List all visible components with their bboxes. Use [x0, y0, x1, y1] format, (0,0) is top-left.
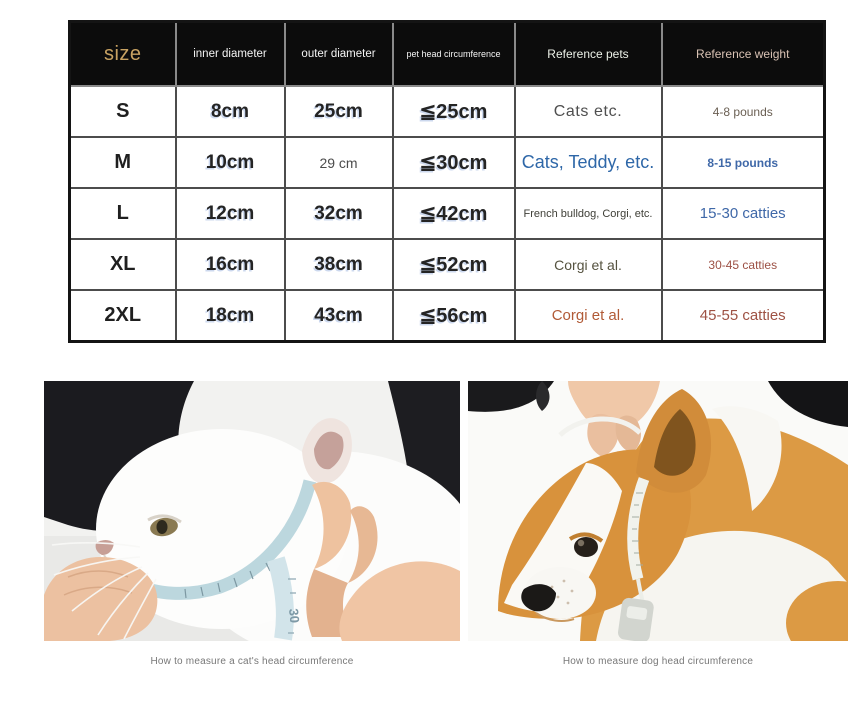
cell-inner: 12cm [174, 187, 286, 240]
table-row-l: L 12cm 32cm ≦42cm French bulldog, Corgi,… [68, 187, 826, 240]
person-hand [558, 381, 660, 457]
measuring-tape: 30 [129, 479, 317, 641]
cell-head: ≦25cm [391, 85, 516, 138]
person-clothing [468, 381, 848, 427]
hands [44, 481, 460, 641]
measuring-tape [617, 477, 654, 641]
cell-outer: 25cm [283, 85, 394, 138]
header-inner-diameter: inner diameter [174, 20, 286, 87]
cell-head: ≦30cm [391, 136, 516, 189]
cell-inner: 16cm [174, 238, 286, 291]
dog-measure-illustration [468, 381, 848, 641]
header-size: size [68, 20, 177, 87]
dog-measure-photo [468, 381, 848, 641]
cell-weight: 4-8 pounds [660, 85, 826, 138]
table-row-xl: XL 16cm 38cm ≦52cm Corgi et al. 30-45 ca… [68, 238, 826, 291]
cell-size: 2XL [68, 289, 177, 343]
cell-pets: Corgi et al. [513, 289, 663, 343]
header-reference-pets: Reference pets [513, 20, 663, 87]
table-row-s: S 8cm 25cm ≦25cm Cats etc. 4-8 pounds [68, 85, 826, 138]
cell-inner: 10cm [174, 136, 286, 189]
tape-number: 30 [286, 608, 302, 624]
cell-pets: French bulldog, Corgi, etc. [513, 187, 663, 240]
cell-outer: 29 cm [283, 136, 394, 189]
cell-inner: 8cm [174, 85, 286, 138]
cell-inner: 18cm [174, 289, 286, 343]
cell-outer: 38cm [283, 238, 394, 291]
table-row-m: M 10cm 29 cm ≦30cm Cats, Teddy, etc. 8-1… [68, 136, 826, 189]
whiskers [51, 542, 157, 640]
cell-size: M [68, 136, 177, 189]
cell-pets: Cats etc. [513, 85, 663, 138]
cat-measure-illustration: 30 [44, 381, 460, 641]
header-reference-weight: Reference weight [660, 20, 826, 87]
cell-pets: Corgi et al. [513, 238, 663, 291]
tape-case [617, 597, 654, 641]
cell-weight: 30-45 catties [660, 238, 826, 291]
cell-outer: 32cm [283, 187, 394, 240]
cell-size: XL [68, 238, 177, 291]
cell-size: L [68, 187, 177, 240]
cell-weight: 15-30 catties [660, 187, 826, 240]
header-head-circumference: pet head circumference [391, 20, 516, 87]
cat-measure-photo: 30 [44, 381, 460, 641]
cell-head: ≦56cm [391, 289, 516, 343]
cell-weight: 8-15 pounds [660, 136, 826, 189]
table-header-row: size inner diameter outer diameter pet h… [68, 20, 826, 87]
cell-outer: 43cm [283, 289, 394, 343]
size-chart-table: size inner diameter outer diameter pet h… [68, 20, 826, 343]
dog [498, 389, 848, 641]
cell-weight: 45-55 catties [660, 289, 826, 343]
cell-size: S [68, 85, 177, 138]
dog-photo-caption: How to measure dog head circumference [562, 656, 754, 667]
cell-pets: Cats, Teddy, etc. [513, 136, 663, 189]
header-outer-diameter: outer diameter [283, 20, 394, 87]
cell-head: ≦42cm [391, 187, 516, 240]
cat-photo-caption: How to measure a cat's head circumferenc… [150, 656, 354, 667]
cell-head: ≦52cm [391, 238, 516, 291]
table-row-2xl: 2XL 18cm 43cm ≦56cm Corgi et al. 45-55 c… [68, 289, 826, 343]
